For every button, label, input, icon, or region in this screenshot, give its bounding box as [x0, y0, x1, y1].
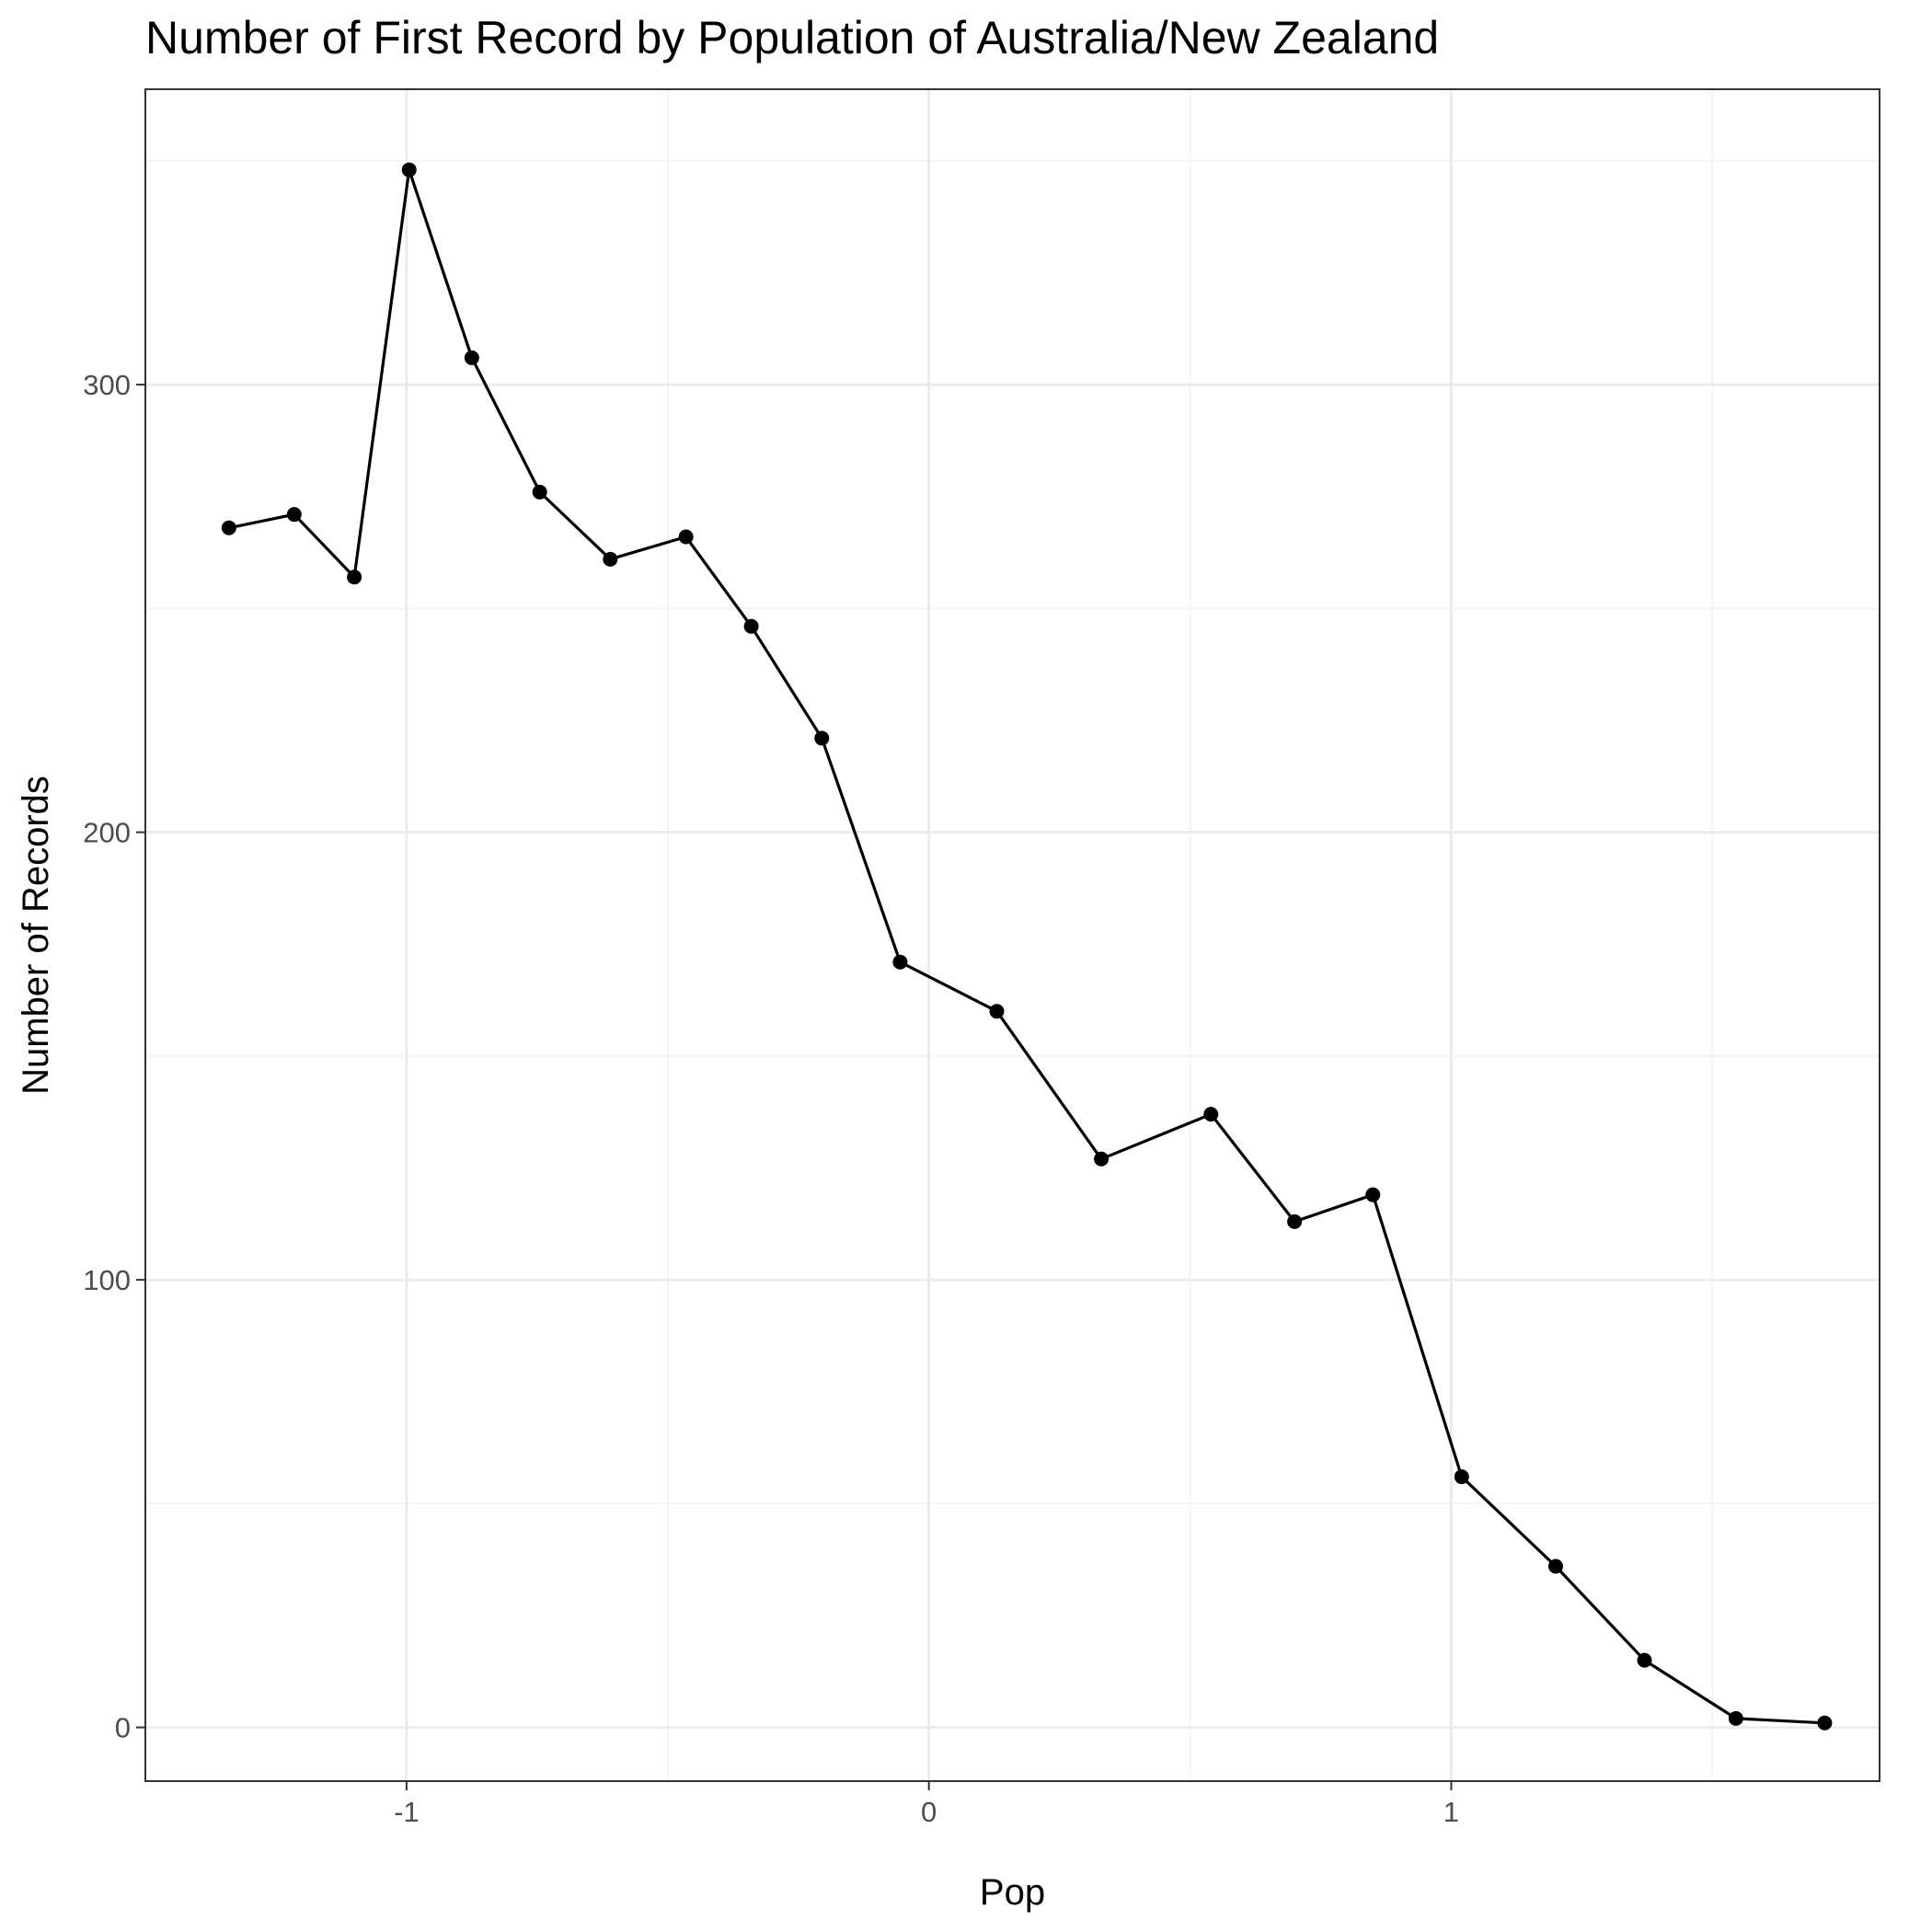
data-point-11 [989, 1004, 1005, 1019]
x-axis-title: Pop [980, 1872, 1045, 1913]
data-point-13 [1203, 1107, 1219, 1122]
y-axis-title: Number of Records [16, 776, 56, 1095]
chart-title: Number of First Record by Population of … [145, 12, 1439, 63]
data-point-10 [892, 954, 908, 970]
data-point-5 [532, 484, 547, 500]
x-tick-label-1: 0 [921, 1796, 937, 1828]
data-point-2 [347, 569, 362, 585]
y-tick-label-3: 300 [83, 369, 131, 401]
data-point-14 [1287, 1213, 1303, 1229]
data-point-0 [221, 520, 236, 535]
axes: -1 0 1 0 100 200 300 [83, 369, 1459, 1828]
data-point-18 [1637, 1652, 1652, 1668]
data-point-16 [1454, 1469, 1469, 1485]
series [221, 162, 1833, 1731]
data-point-19 [1728, 1710, 1743, 1726]
y-tick-label-0: 0 [115, 1712, 131, 1744]
data-point-12 [1094, 1151, 1110, 1167]
data-point-17 [1547, 1558, 1563, 1574]
y-tick-label-2: 200 [83, 817, 131, 849]
data-point-7 [678, 529, 694, 545]
data-point-1 [286, 507, 302, 523]
data-point-6 [603, 551, 618, 567]
y-tick-label-1: 100 [83, 1264, 131, 1296]
data-point-4 [464, 350, 479, 365]
data-point-15 [1365, 1187, 1381, 1202]
data-point-20 [1817, 1715, 1833, 1731]
data-point-8 [743, 618, 759, 634]
data-point-3 [401, 162, 417, 178]
panel-border [144, 88, 1880, 1782]
x-tick-label-0: -1 [394, 1796, 420, 1828]
x-tick-label-2: 1 [1443, 1796, 1459, 1828]
data-point-9 [814, 730, 830, 746]
grid [145, 89, 1880, 1781]
